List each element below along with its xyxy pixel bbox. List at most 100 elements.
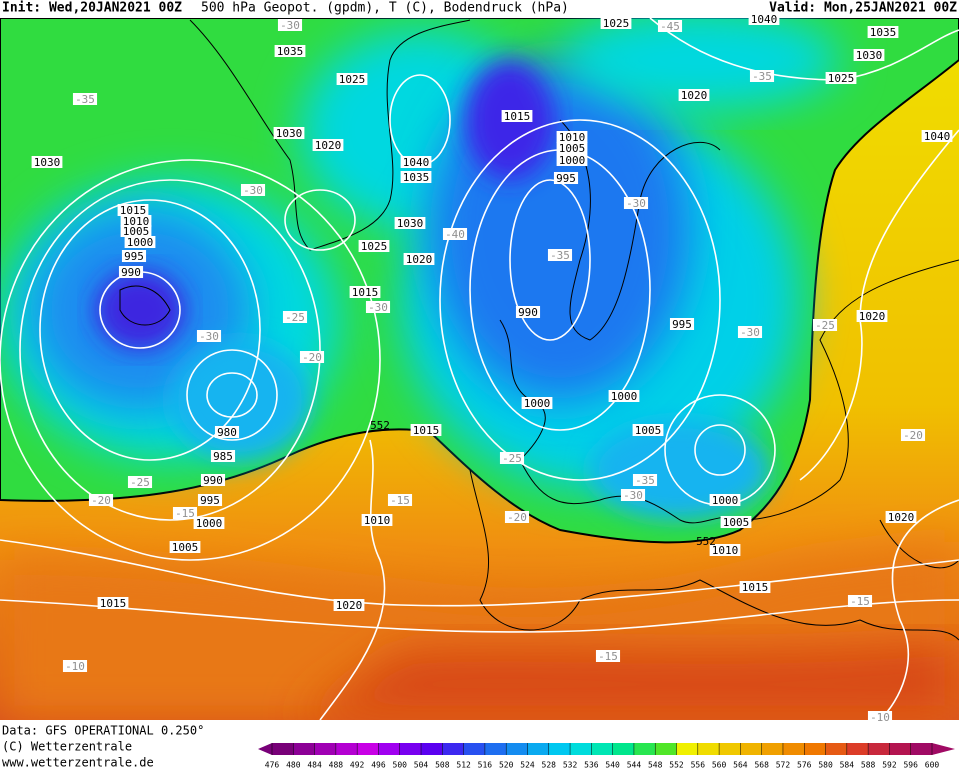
colorbar-label: 568 <box>754 761 769 770</box>
isobar-label: 995 <box>124 250 144 263</box>
colorbar-label: 556 <box>691 761 706 770</box>
isobar-label: 1020 <box>681 89 708 102</box>
temperature-label-box <box>737 326 763 338</box>
isobar <box>0 599 959 633</box>
isobar-label: 1035 <box>277 45 304 58</box>
isobar-label: 995 <box>556 172 576 185</box>
colorbar-label: 536 <box>584 761 599 770</box>
colorbar-label: 560 <box>712 761 727 770</box>
isobar <box>319 439 386 720</box>
isobar-label: 1010 <box>712 544 739 557</box>
isobar-label-box <box>885 511 917 523</box>
isobar <box>694 424 746 476</box>
isobar <box>509 179 591 341</box>
isobar-label-box <box>856 310 888 322</box>
temperature-label-box <box>387 494 413 506</box>
isobar-label-box <box>556 154 588 166</box>
temperature-label-box <box>900 429 926 441</box>
isobar-label-box <box>349 286 381 298</box>
temperature-label: -35 <box>75 93 95 106</box>
isobar <box>39 199 261 461</box>
isobar-label-box <box>214 426 240 438</box>
isobar-label-box <box>118 266 144 278</box>
isobar-label: 1010 <box>364 514 391 527</box>
colorbar-segment <box>272 743 294 755</box>
isobar-label-box <box>521 397 553 409</box>
colorbar-label: 520 <box>499 761 514 770</box>
colorbar-label: 564 <box>733 761 748 770</box>
colorbar-segment <box>761 743 783 755</box>
colorbar-segment <box>804 743 826 755</box>
temperature-label: -10 <box>870 711 890 724</box>
isobar-label: 1030 <box>397 217 424 230</box>
coastline <box>879 519 959 569</box>
temperature-label: -30 <box>199 330 219 343</box>
temperature-label: -30 <box>626 197 646 210</box>
colorbar-segment <box>378 743 400 755</box>
coastlines <box>119 19 959 641</box>
temperature-label-box <box>277 19 303 31</box>
isobar-label: 1000 <box>196 517 223 530</box>
isobar-label-box <box>400 156 432 168</box>
isobar-label-box <box>124 236 156 248</box>
isobar-label: 1015 <box>504 110 531 123</box>
colorbar-label: 584 <box>840 761 855 770</box>
colorbar-segment <box>633 743 656 755</box>
isobar-label: 1040 <box>403 156 430 169</box>
colorbar-segment <box>463 743 485 755</box>
isobar-label: 1010 <box>123 215 150 228</box>
isobar-label: 1020 <box>406 253 433 266</box>
isobar-label: 1030 <box>276 127 303 140</box>
colorbar-segment <box>335 743 358 755</box>
colorbar-label: 508 <box>435 761 450 770</box>
isobar-label-box <box>556 131 588 143</box>
colorbar-segment <box>868 743 890 755</box>
isobar-label: 1000 <box>712 494 739 507</box>
colorbar-segment <box>740 743 762 755</box>
temperature-label-box <box>196 330 222 342</box>
colorbar-label: 596 <box>903 761 918 770</box>
isobar-label-box <box>403 253 435 265</box>
isobar-label: 1025 <box>361 240 388 253</box>
temperature-label: -20 <box>302 351 322 364</box>
colorbar-label: 496 <box>371 761 386 770</box>
isobar-label: 1010 <box>559 131 586 144</box>
colorbar-segment <box>676 743 698 755</box>
isobar-label: 1040 <box>924 130 951 143</box>
data-source: Data: GFS OPERATIONAL 0.250° <box>2 724 204 738</box>
isobar-label: 1035 <box>403 171 430 184</box>
colorbar-label: 528 <box>542 761 557 770</box>
temperature-label: -15 <box>850 595 870 608</box>
isobar-label: 1030 <box>34 156 61 169</box>
colorbar-segment <box>527 743 549 755</box>
isobar-label: 990 <box>121 266 141 279</box>
colorbar-label: 476 <box>265 761 280 770</box>
colorbar-label: 544 <box>627 761 642 770</box>
coastline <box>499 259 959 524</box>
isobar-label-box <box>210 450 236 462</box>
coastline <box>559 119 721 341</box>
isobar-label: 1020 <box>315 139 342 152</box>
isobar-label: 1020 <box>336 599 363 612</box>
isobar-label: 1020 <box>888 511 915 524</box>
isobar <box>284 189 356 251</box>
colorbar-segment <box>591 743 613 755</box>
isobar <box>879 499 959 720</box>
temperature-label-box <box>172 507 198 519</box>
colorbar-segment <box>697 743 720 755</box>
temperature-label: -10 <box>65 660 85 673</box>
isobar-label: 1015 <box>352 286 379 299</box>
colorbar-segment <box>570 743 592 755</box>
isobar-label: 985 <box>213 450 233 463</box>
colorbar-segment <box>399 743 422 755</box>
colorbar-label: 504 <box>414 761 429 770</box>
isobar-label-box <box>197 494 223 506</box>
temperature-label-box <box>623 197 649 209</box>
isobar-label: 990 <box>518 306 538 319</box>
temperature-label: -20 <box>91 494 111 507</box>
isobar-label-box <box>669 318 695 330</box>
temperature-label-box <box>240 184 266 196</box>
isobar-label-box <box>31 156 63 168</box>
temperature-label: -15 <box>175 507 195 520</box>
